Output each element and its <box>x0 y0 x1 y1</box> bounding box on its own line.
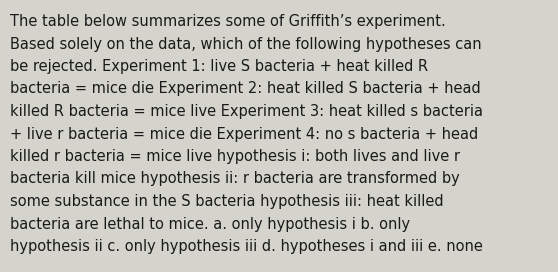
Text: bacteria = mice die Experiment 2: heat killed S bacteria + head: bacteria = mice die Experiment 2: heat k… <box>10 82 481 97</box>
Text: + live r bacteria = mice die Experiment 4: no s bacteria + head: + live r bacteria = mice die Experiment … <box>10 126 478 141</box>
Text: Based solely on the data, which of the following hypotheses can: Based solely on the data, which of the f… <box>10 36 482 51</box>
Text: killed r bacteria = mice live hypothesis i: both lives and live r: killed r bacteria = mice live hypothesis… <box>10 149 460 164</box>
Text: killed R bacteria = mice live Experiment 3: heat killed s bacteria: killed R bacteria = mice live Experiment… <box>10 104 483 119</box>
Text: be rejected. Experiment 1: live S bacteria + heat killed R: be rejected. Experiment 1: live S bacter… <box>10 59 428 74</box>
Text: bacteria kill mice hypothesis ii: r bacteria are transformed by: bacteria kill mice hypothesis ii: r bact… <box>10 172 460 187</box>
Text: hypothesis ii c. only hypothesis iii d. hypotheses i and iii e. none: hypothesis ii c. only hypothesis iii d. … <box>10 239 483 254</box>
Text: some substance in the S bacteria hypothesis iii: heat killed: some substance in the S bacteria hypothe… <box>10 194 444 209</box>
Text: The table below summarizes some of Griffith’s experiment.: The table below summarizes some of Griff… <box>10 14 446 29</box>
Text: bacteria are lethal to mice. a. only hypothesis i b. only: bacteria are lethal to mice. a. only hyp… <box>10 217 410 231</box>
